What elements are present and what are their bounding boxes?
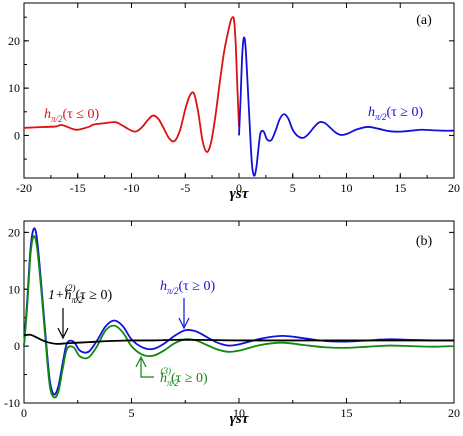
series-line-red: [23, 16, 240, 153]
x-tick-label: -5: [180, 181, 190, 195]
panel-a-frame: [23, 2, 455, 179]
panel-b-xlabel: γsτ: [230, 411, 250, 427]
arrow-black: [57, 308, 69, 340]
y-tick-label: 10: [8, 81, 20, 95]
panel-b-frame: [23, 220, 455, 404]
panel-a-ticks: -20 -15 -10 -5 0 5 10 15 20 0 10 20: [8, 3, 460, 195]
x-tick-label: -10: [124, 181, 140, 195]
series-line-blue: [238, 36, 455, 177]
x-tick-label: 10: [233, 406, 245, 420]
panel-b-label: (b): [416, 234, 433, 249]
panel-a-annotation-blue: hπ/2(τ ≥ 0): [368, 105, 423, 122]
x-tick-label: 15: [394, 181, 406, 195]
panel-b-annotation-green: hπ/2(3)(τ ≥ 0): [160, 366, 208, 388]
panel-a-annotation-red: hπ/2(τ ≤ 0): [44, 107, 99, 124]
arrow-blue: [178, 298, 190, 330]
y-tick-label: 20: [8, 225, 20, 239]
y-tick-label: 0: [14, 128, 20, 142]
arrow-green: [135, 355, 154, 378]
x-tick-label: 0: [21, 406, 27, 420]
x-tick-label: 0: [236, 181, 242, 195]
panel-a-series: [23, 16, 455, 177]
x-tick-label: -20: [16, 181, 32, 195]
y-tick-label: 0: [14, 339, 20, 353]
series-line-black: [23, 333, 454, 345]
panel-a-label: (a): [416, 13, 432, 28]
panel-b-annotation-black: 1+hπ/2(2)(τ ≥ 0): [48, 283, 112, 305]
x-tick-label: 5: [290, 181, 296, 195]
series-line-green: [23, 235, 455, 399]
x-tick-label: 10: [341, 181, 353, 195]
panel-a-xlabel: γsτ: [230, 186, 250, 202]
x-tick-label: 5: [129, 406, 135, 420]
y-tick-label: 10: [8, 282, 20, 296]
x-tick-label: 20: [448, 181, 460, 195]
x-tick-label: 20: [448, 406, 460, 420]
x-tick-label: -15: [70, 181, 86, 195]
x-tick-label: 15: [341, 406, 353, 420]
series-line-blue: [23, 227, 455, 396]
y-tick-label: -10: [4, 396, 20, 410]
y-tick-label: 20: [8, 34, 20, 48]
panel-b-annotation-blue: hπ/2(τ ≥ 0): [160, 279, 215, 296]
panel-a: -20 -15 -10 -5 0 5 10 15 20 0 10 20 (a) γsτ hπ/2(τ …: [8, 2, 460, 202]
panel-b-series: [23, 227, 455, 399]
